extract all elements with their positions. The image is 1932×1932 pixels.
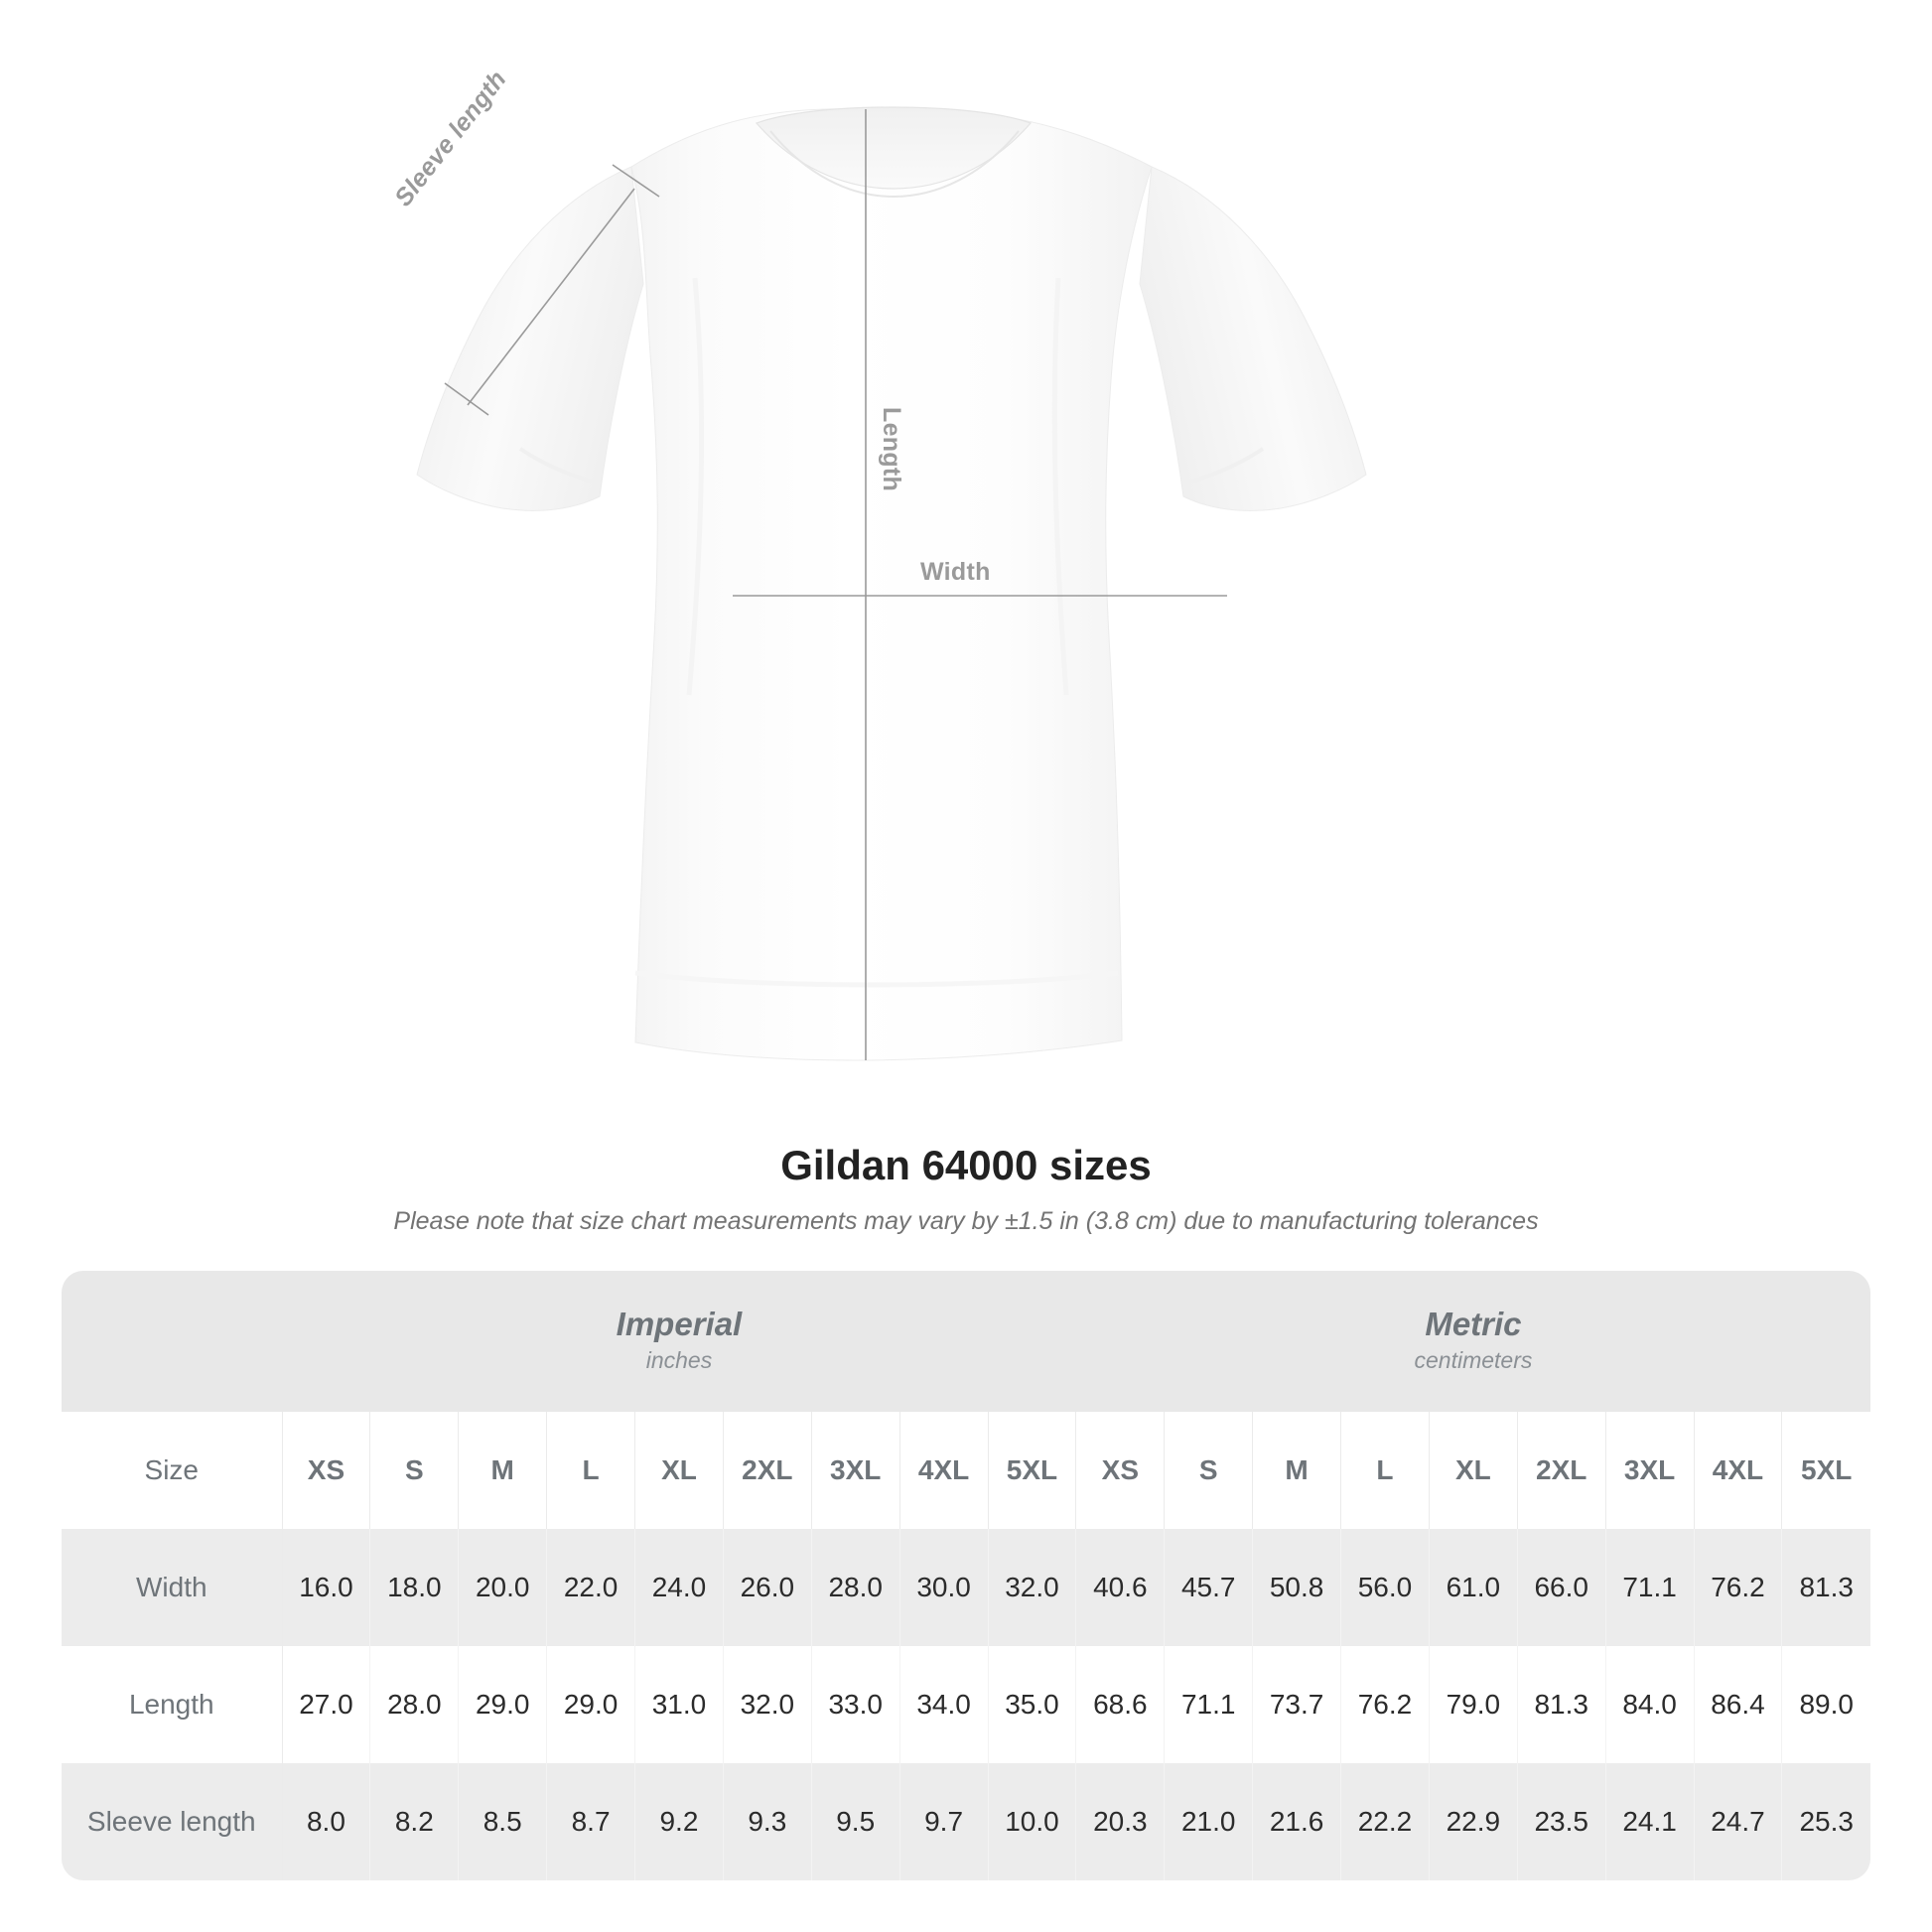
cell-length-imperial-4: 31.0 <box>634 1646 724 1763</box>
cell-size-metric-3: L <box>1340 1412 1430 1529</box>
cell-width-metric-8: 81.3 <box>1781 1529 1870 1646</box>
cell-size-imperial-7: 4XL <box>898 1412 989 1529</box>
cell-length-metric-7: 86.4 <box>1693 1646 1782 1763</box>
tshirt-diagram: Sleeve length Length Width <box>389 66 1367 1061</box>
cell-width-imperial-2: 20.0 <box>458 1529 547 1646</box>
cell-size-metric-6: 3XL <box>1604 1412 1695 1529</box>
cell-size-imperial-4: XL <box>634 1412 724 1529</box>
unit-subtitle: centimeters <box>1414 1346 1533 1373</box>
cell-size-imperial-6: 3XL <box>810 1412 900 1529</box>
cell-width-metric-5: 66.0 <box>1516 1529 1606 1646</box>
cell-length-imperial-7: 34.0 <box>898 1646 989 1763</box>
cell-sleeve-length-metric-3: 22.2 <box>1340 1763 1430 1880</box>
chart-subtitle: Please note that size chart measurements… <box>393 1207 1539 1235</box>
cell-width-metric-3: 56.0 <box>1340 1529 1430 1646</box>
cell-length-metric-4: 79.0 <box>1428 1646 1518 1763</box>
row-label-sleeve-length: Sleeve length <box>62 1763 283 1880</box>
cell-sleeve-length-metric-2: 21.6 <box>1252 1763 1341 1880</box>
cell-sleeve-length-imperial-5: 9.3 <box>722 1763 812 1880</box>
cell-width-imperial-7: 30.0 <box>898 1529 989 1646</box>
cell-size-metric-7: 4XL <box>1693 1412 1782 1529</box>
cell-size-imperial-2: M <box>458 1412 547 1529</box>
sleeve-length-arrow <box>467 188 635 406</box>
cell-sleeve-length-imperial-3: 8.7 <box>546 1763 635 1880</box>
cell-length-imperial-0: 27.0 <box>281 1646 370 1763</box>
cell-length-imperial-8: 35.0 <box>987 1646 1076 1763</box>
cell-width-imperial-3: 22.0 <box>546 1529 635 1646</box>
cell-width-metric-1: 45.7 <box>1164 1529 1253 1646</box>
cell-width-metric-4: 61.0 <box>1428 1529 1518 1646</box>
cell-size-imperial-5: 2XL <box>722 1412 812 1529</box>
cell-sleeve-length-imperial-6: 9.5 <box>810 1763 900 1880</box>
cell-sleeve-length-metric-1: 21.0 <box>1164 1763 1253 1880</box>
row-label-length: Length <box>62 1646 283 1763</box>
cell-width-metric-0: 40.6 <box>1075 1529 1165 1646</box>
cell-length-metric-3: 76.2 <box>1340 1646 1430 1763</box>
cell-length-metric-6: 84.0 <box>1604 1646 1695 1763</box>
cell-width-imperial-5: 26.0 <box>722 1529 812 1646</box>
cell-width-imperial-0: 16.0 <box>281 1529 370 1646</box>
cell-size-imperial-8: 5XL <box>987 1412 1076 1529</box>
cell-size-imperial-1: S <box>369 1412 459 1529</box>
cell-sleeve-length-metric-4: 22.9 <box>1428 1763 1518 1880</box>
cell-width-imperial-4: 24.0 <box>634 1529 724 1646</box>
cell-length-metric-8: 89.0 <box>1781 1646 1870 1763</box>
size-table: Imperial inches Metric centimeters Size XS S M L… <box>62 1271 1870 1880</box>
cell-length-imperial-3: 29.0 <box>546 1646 635 1763</box>
unit-header-imperial: Imperial inches <box>282 1271 1076 1412</box>
cell-width-metric-7: 76.2 <box>1693 1529 1782 1646</box>
unit-subtitle: inches <box>645 1346 713 1373</box>
cell-length-imperial-6: 33.0 <box>810 1646 900 1763</box>
cell-length-imperial-1: 28.0 <box>369 1646 459 1763</box>
cell-sleeve-length-metric-5: 23.5 <box>1516 1763 1606 1880</box>
row-label-width: Width <box>62 1529 283 1646</box>
cell-size-metric-2: M <box>1252 1412 1341 1529</box>
cell-sleeve-length-imperial-2: 8.5 <box>458 1763 547 1880</box>
cell-sleeve-length-metric-0: 20.3 <box>1075 1763 1165 1880</box>
cell-sleeve-length-metric-7: 24.7 <box>1693 1763 1782 1880</box>
cell-size-metric-4: XL <box>1428 1412 1518 1529</box>
table-row-size: Size XS S M L XL 2XL 3XL 4XL 5XL XS S M L XL 2XL 3XL 4XL 5… <box>62 1412 1870 1529</box>
cell-size-imperial-0: XS <box>281 1412 370 1529</box>
table-row-sleeve-length: Sleeve length 8.0 8.2 8.5 8.7 9.2 9.3 9.5 9.7 10.… <box>62 1763 1870 1880</box>
cell-width-imperial-8: 32.0 <box>987 1529 1076 1646</box>
width-dimension-label: Width <box>920 558 991 586</box>
cell-length-imperial-5: 32.0 <box>722 1646 812 1763</box>
unit-header-metric: Metric centimeters <box>1075 1271 1870 1412</box>
chart-title: Gildan 64000 sizes <box>780 1142 1152 1188</box>
cell-sleeve-length-metric-6: 24.1 <box>1604 1763 1695 1880</box>
cell-length-metric-2: 73.7 <box>1252 1646 1341 1763</box>
cell-width-metric-6: 71.1 <box>1604 1529 1695 1646</box>
cell-size-metric-0: XS <box>1075 1412 1165 1529</box>
cell-width-metric-2: 50.8 <box>1252 1529 1341 1646</box>
table-row-length: Length 27.0 28.0 29.0 29.0 31.0 32.0 33.0 34.0 35… <box>62 1646 1870 1763</box>
cell-sleeve-length-imperial-1: 8.2 <box>369 1763 459 1880</box>
cell-size-metric-5: 2XL <box>1516 1412 1606 1529</box>
cell-sleeve-length-imperial-8: 10.0 <box>987 1763 1076 1880</box>
unit-header-spacer <box>62 1271 283 1412</box>
cell-length-metric-1: 71.1 <box>1164 1646 1253 1763</box>
table-row-width: Width 16.0 18.0 20.0 22.0 24.0 26.0 28.0 30.0 32.… <box>62 1529 1870 1646</box>
row-label-size: Size <box>62 1412 283 1529</box>
cell-length-imperial-2: 29.0 <box>458 1646 547 1763</box>
unit-name: Metric <box>1425 1305 1522 1342</box>
cell-size-imperial-3: L <box>546 1412 635 1529</box>
size-table-wrapper: Imperial inches Metric centimeters Size XS S M L… <box>62 1271 1870 1880</box>
unit-header-row: Imperial inches Metric centimeters <box>62 1271 1870 1412</box>
cell-sleeve-length-imperial-7: 9.7 <box>898 1763 989 1880</box>
tshirt-illustration <box>416 106 1367 1061</box>
length-dimension-label: Length <box>878 407 905 492</box>
cell-sleeve-length-imperial-4: 9.2 <box>634 1763 724 1880</box>
cell-width-imperial-1: 18.0 <box>369 1529 459 1646</box>
cell-size-metric-1: S <box>1164 1412 1253 1529</box>
unit-name: Imperial <box>616 1305 743 1342</box>
cell-size-metric-8: 5XL <box>1781 1412 1870 1529</box>
cell-sleeve-length-imperial-0: 8.0 <box>281 1763 370 1880</box>
cell-length-metric-5: 81.3 <box>1516 1646 1606 1763</box>
cell-sleeve-length-metric-8: 25.3 <box>1781 1763 1870 1880</box>
cell-width-imperial-6: 28.0 <box>810 1529 900 1646</box>
cell-length-metric-0: 68.6 <box>1075 1646 1165 1763</box>
